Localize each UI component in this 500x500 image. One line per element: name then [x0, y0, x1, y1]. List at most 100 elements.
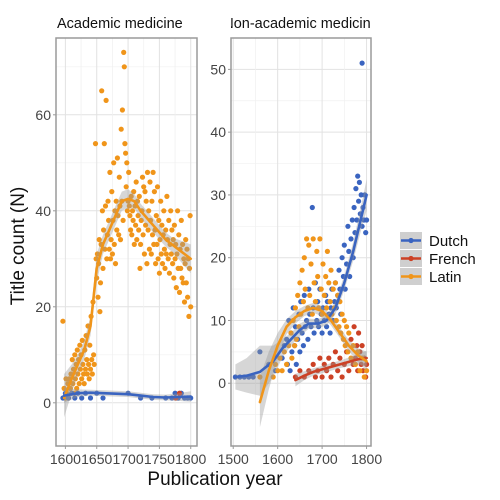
point-latin	[112, 261, 119, 267]
point-latin	[175, 208, 181, 214]
point-latin	[170, 261, 176, 267]
point-latin	[341, 317, 347, 324]
point-dutch	[355, 173, 361, 179]
point-latin	[72, 376, 78, 382]
point-dutch	[72, 395, 78, 401]
point-latin	[304, 236, 310, 242]
point-latin	[91, 361, 97, 367]
point-latin	[146, 208, 152, 214]
point-latin	[165, 256, 171, 262]
point-latin	[186, 265, 193, 271]
point-latin	[361, 374, 367, 380]
point-latin	[109, 251, 115, 257]
point-latin	[69, 357, 75, 363]
point-latin	[328, 267, 334, 273]
point-latin	[306, 242, 312, 248]
point-latin	[272, 361, 278, 367]
point-latin	[76, 381, 82, 387]
point-latin	[339, 311, 345, 317]
point-latin	[257, 374, 263, 380]
point-latin	[96, 237, 102, 243]
point-dutch	[79, 395, 85, 401]
point-latin	[109, 189, 115, 195]
point-latin	[299, 267, 305, 273]
confidence-band-french	[295, 350, 367, 387]
point-latin	[292, 305, 298, 311]
x-tick-label: 1650	[81, 451, 112, 467]
panel-academic-medicine: Academic medicine 0 20 40 60 1600 1650 1700 1750…	[35, 16, 206, 467]
point-latin	[107, 256, 114, 262]
point-french	[356, 330, 362, 336]
point-latin	[97, 280, 104, 286]
point-latin	[182, 261, 188, 267]
point-latin	[161, 246, 167, 252]
point-latin	[181, 299, 188, 305]
point-latin	[129, 208, 136, 214]
point-dutch	[353, 186, 359, 192]
point-dutch	[351, 204, 357, 211]
point-dutch	[336, 267, 342, 273]
point-dutch	[305, 336, 311, 342]
point-latin	[81, 381, 87, 387]
point-latin	[87, 366, 94, 372]
point-latin	[318, 286, 324, 292]
point-latin	[97, 309, 103, 315]
point-latin	[139, 174, 146, 180]
point-latin	[174, 251, 180, 257]
point-latin	[173, 285, 179, 291]
point-french	[297, 368, 303, 374]
point-latin	[153, 213, 159, 219]
point-latin	[79, 337, 85, 343]
point-latin	[86, 361, 92, 367]
point-latin	[106, 246, 112, 252]
point-dutch	[354, 217, 360, 223]
point-latin	[163, 251, 169, 257]
y-tick-label: 0	[218, 375, 226, 391]
point-dutch	[287, 368, 293, 374]
point-dutch	[87, 395, 94, 401]
point-french	[354, 343, 360, 349]
point-latin	[119, 107, 125, 113]
point-latin	[60, 318, 66, 324]
point-latin	[327, 299, 333, 305]
point-latin	[187, 213, 193, 219]
point-latin	[75, 371, 81, 377]
point-dutch	[346, 248, 352, 254]
point-latin	[293, 336, 299, 342]
point-latin	[72, 352, 78, 358]
x-tick-label: 1750	[144, 451, 175, 467]
point-dutch	[316, 324, 322, 330]
smooth-line-latin	[258, 306, 368, 404]
point-latin	[184, 246, 190, 252]
point-french	[328, 374, 334, 380]
legend-key-point	[408, 255, 414, 262]
point-latin	[164, 193, 170, 199]
point-latin	[168, 251, 174, 257]
point-french	[332, 349, 338, 355]
legend-label: French	[429, 251, 476, 268]
y-tick-label: 10	[210, 312, 226, 328]
legend-label: Latin	[429, 269, 462, 286]
point-latin	[176, 232, 182, 238]
point-latin	[134, 237, 140, 243]
point-dutch	[324, 324, 330, 330]
point-latin	[333, 317, 339, 324]
point-latin	[148, 251, 154, 257]
point-dutch	[345, 223, 351, 229]
point-dutch	[341, 242, 347, 248]
point-latin	[122, 141, 128, 147]
point-dutch	[301, 292, 307, 298]
point-latin	[352, 361, 358, 367]
point-dutch	[349, 217, 355, 223]
point-latin	[158, 251, 164, 257]
point-latin	[127, 213, 133, 219]
point-latin	[94, 251, 100, 257]
point-french	[310, 361, 316, 367]
y-tick-label: 30	[210, 187, 226, 203]
point-latin	[275, 368, 281, 374]
point-latin	[284, 361, 290, 367]
point-dutch	[359, 60, 365, 66]
point-latin	[345, 349, 351, 355]
point-french	[321, 361, 327, 367]
